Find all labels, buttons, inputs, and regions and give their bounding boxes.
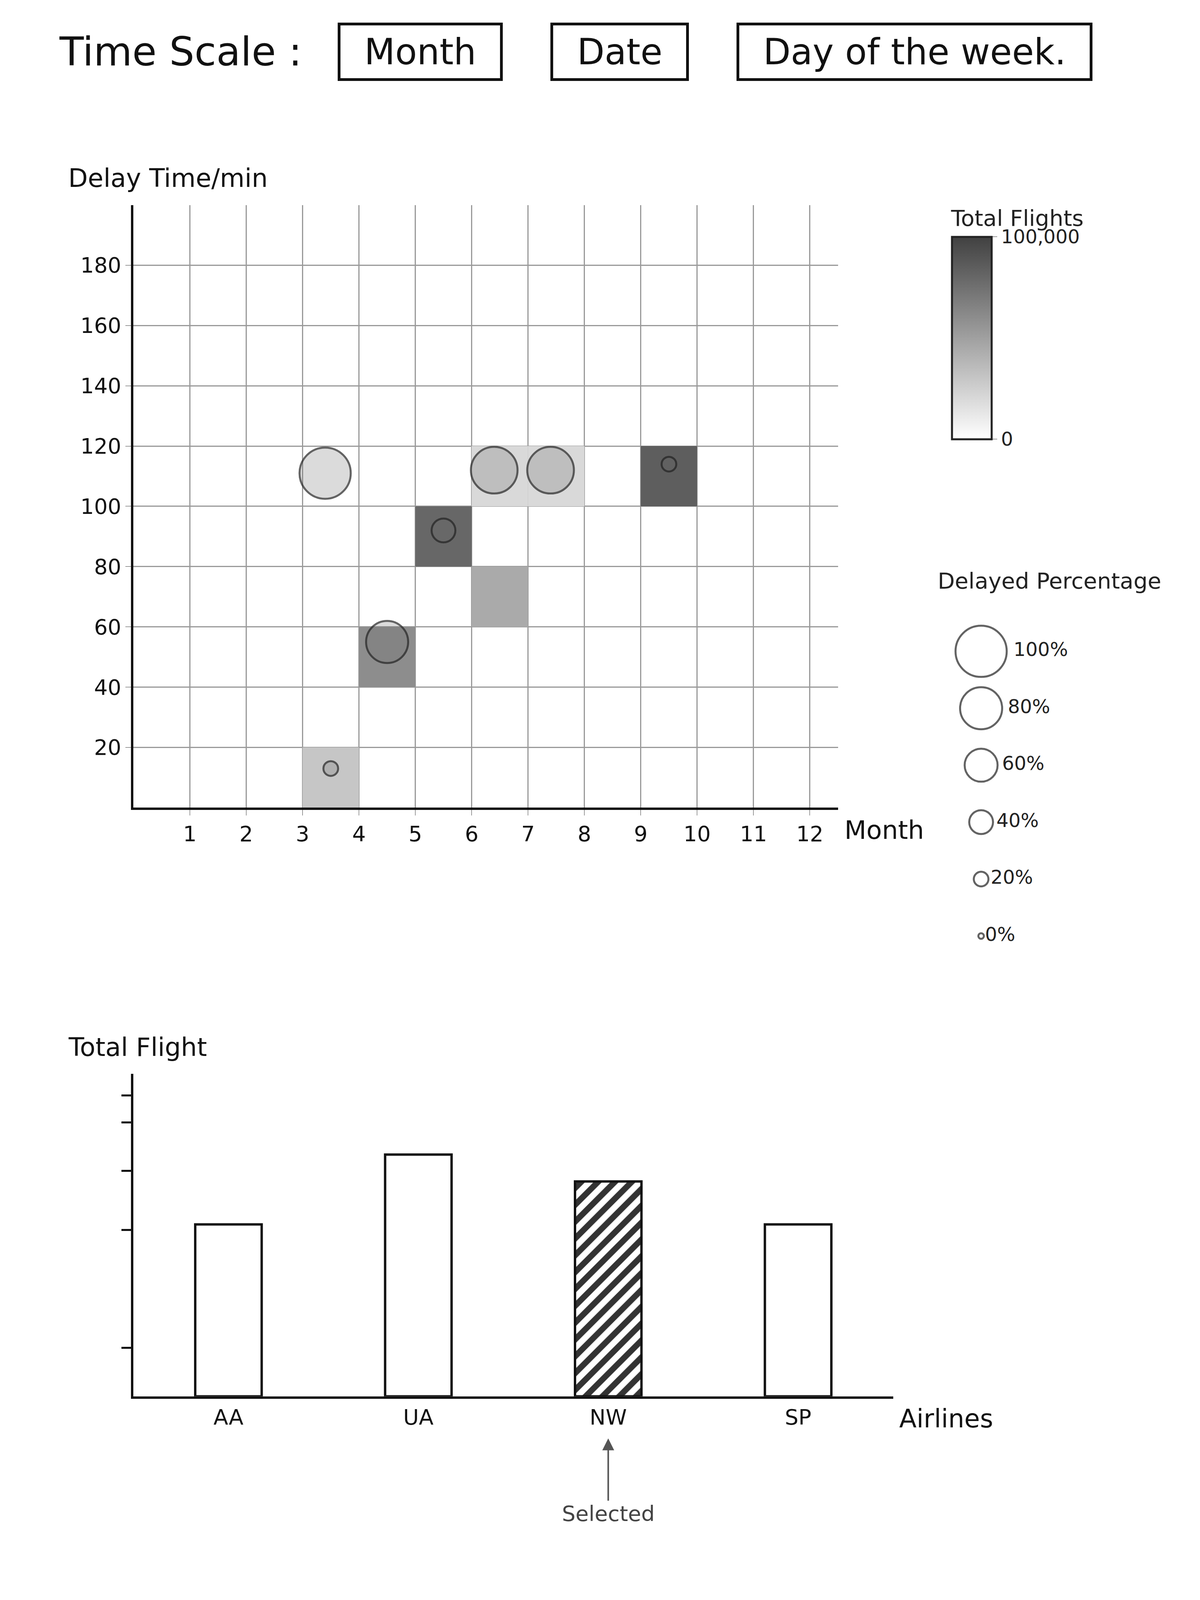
svg-text:40: 40 [94, 675, 122, 700]
svg-text:100: 100 [80, 494, 122, 520]
svg-text:10: 10 [683, 821, 711, 847]
svg-text:0%: 0% [984, 923, 1016, 946]
svg-text:100%: 100% [1013, 638, 1068, 661]
svg-text:9: 9 [634, 821, 648, 847]
svg-text:Airlines: Airlines [899, 1403, 994, 1434]
svg-text:7: 7 [521, 821, 535, 847]
svg-text:140: 140 [80, 373, 122, 399]
svg-text:Total Flights: Total Flights [950, 205, 1084, 231]
svg-text:160: 160 [80, 313, 122, 339]
svg-text:2: 2 [239, 821, 253, 847]
svg-text:120: 120 [80, 433, 122, 459]
svg-text:180: 180 [80, 252, 122, 278]
html-text:Month: Month [364, 30, 477, 73]
svg-text:100,000: 100,000 [1001, 225, 1081, 248]
svg-text:20%: 20% [990, 865, 1034, 889]
svg-text:NW: NW [589, 1404, 627, 1430]
svg-text:6: 6 [464, 821, 479, 847]
svg-text:60: 60 [94, 614, 122, 640]
svg-text:4: 4 [351, 821, 366, 847]
svg-text:UA: UA [403, 1404, 434, 1430]
svg-text:12: 12 [796, 821, 824, 847]
svg-text:20: 20 [94, 734, 122, 760]
svg-text:80%: 80% [1007, 695, 1051, 718]
svg-text:11: 11 [739, 821, 768, 847]
svg-text:Total Flight: Total Flight [68, 1032, 207, 1062]
svg-text:Month: Month [844, 815, 925, 845]
svg-text:1: 1 [182, 821, 197, 847]
svg-text:Delayed Percentage: Delayed Percentage [937, 567, 1162, 594]
svg-text:Selected: Selected [561, 1501, 655, 1527]
svg-text:5: 5 [408, 821, 422, 847]
svg-text:3: 3 [295, 821, 310, 847]
svg-text:80: 80 [94, 554, 122, 580]
html-text:Time Scale :: Time Scale : [59, 28, 302, 75]
svg-text:8: 8 [577, 821, 591, 847]
html-text:Day of the week.: Day of the week. [763, 30, 1066, 73]
svg-text:SP: SP [784, 1404, 812, 1430]
svg-text:0: 0 [1001, 427, 1014, 450]
html-text:Date: Date [577, 30, 663, 73]
svg-text:Delay Time/min: Delay Time/min [68, 163, 268, 193]
svg-text:60%: 60% [1001, 751, 1045, 775]
svg-text:AA: AA [213, 1404, 244, 1430]
svg-text:40%: 40% [996, 809, 1039, 832]
